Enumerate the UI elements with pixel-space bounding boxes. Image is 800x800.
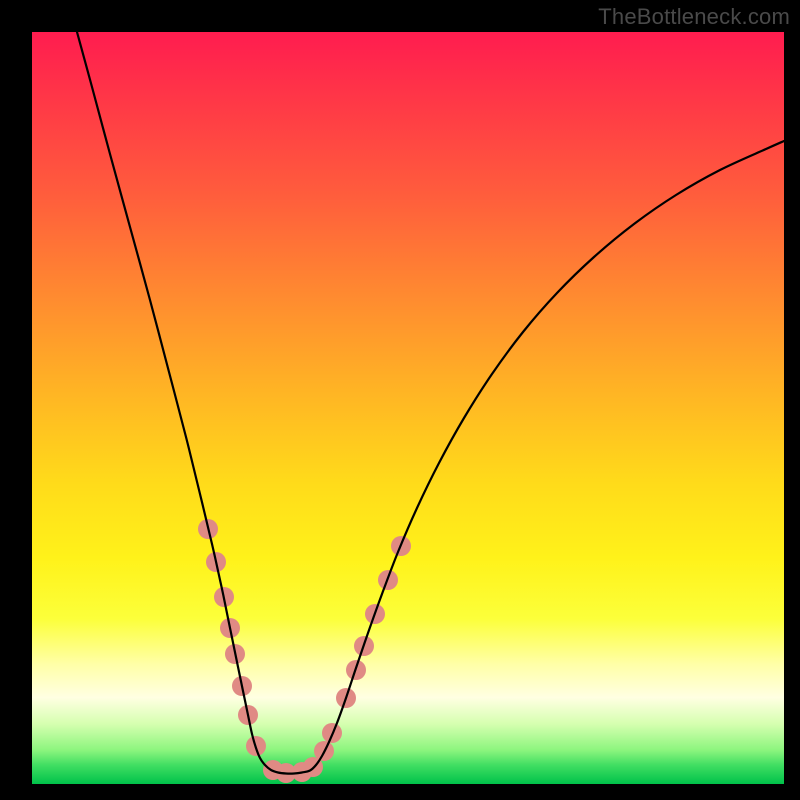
plot-area [32, 32, 784, 784]
bottleneck-curve [77, 32, 784, 774]
watermark-text: TheBottleneck.com [598, 4, 790, 30]
chart-overlay [32, 32, 784, 784]
data-markers [198, 519, 411, 783]
